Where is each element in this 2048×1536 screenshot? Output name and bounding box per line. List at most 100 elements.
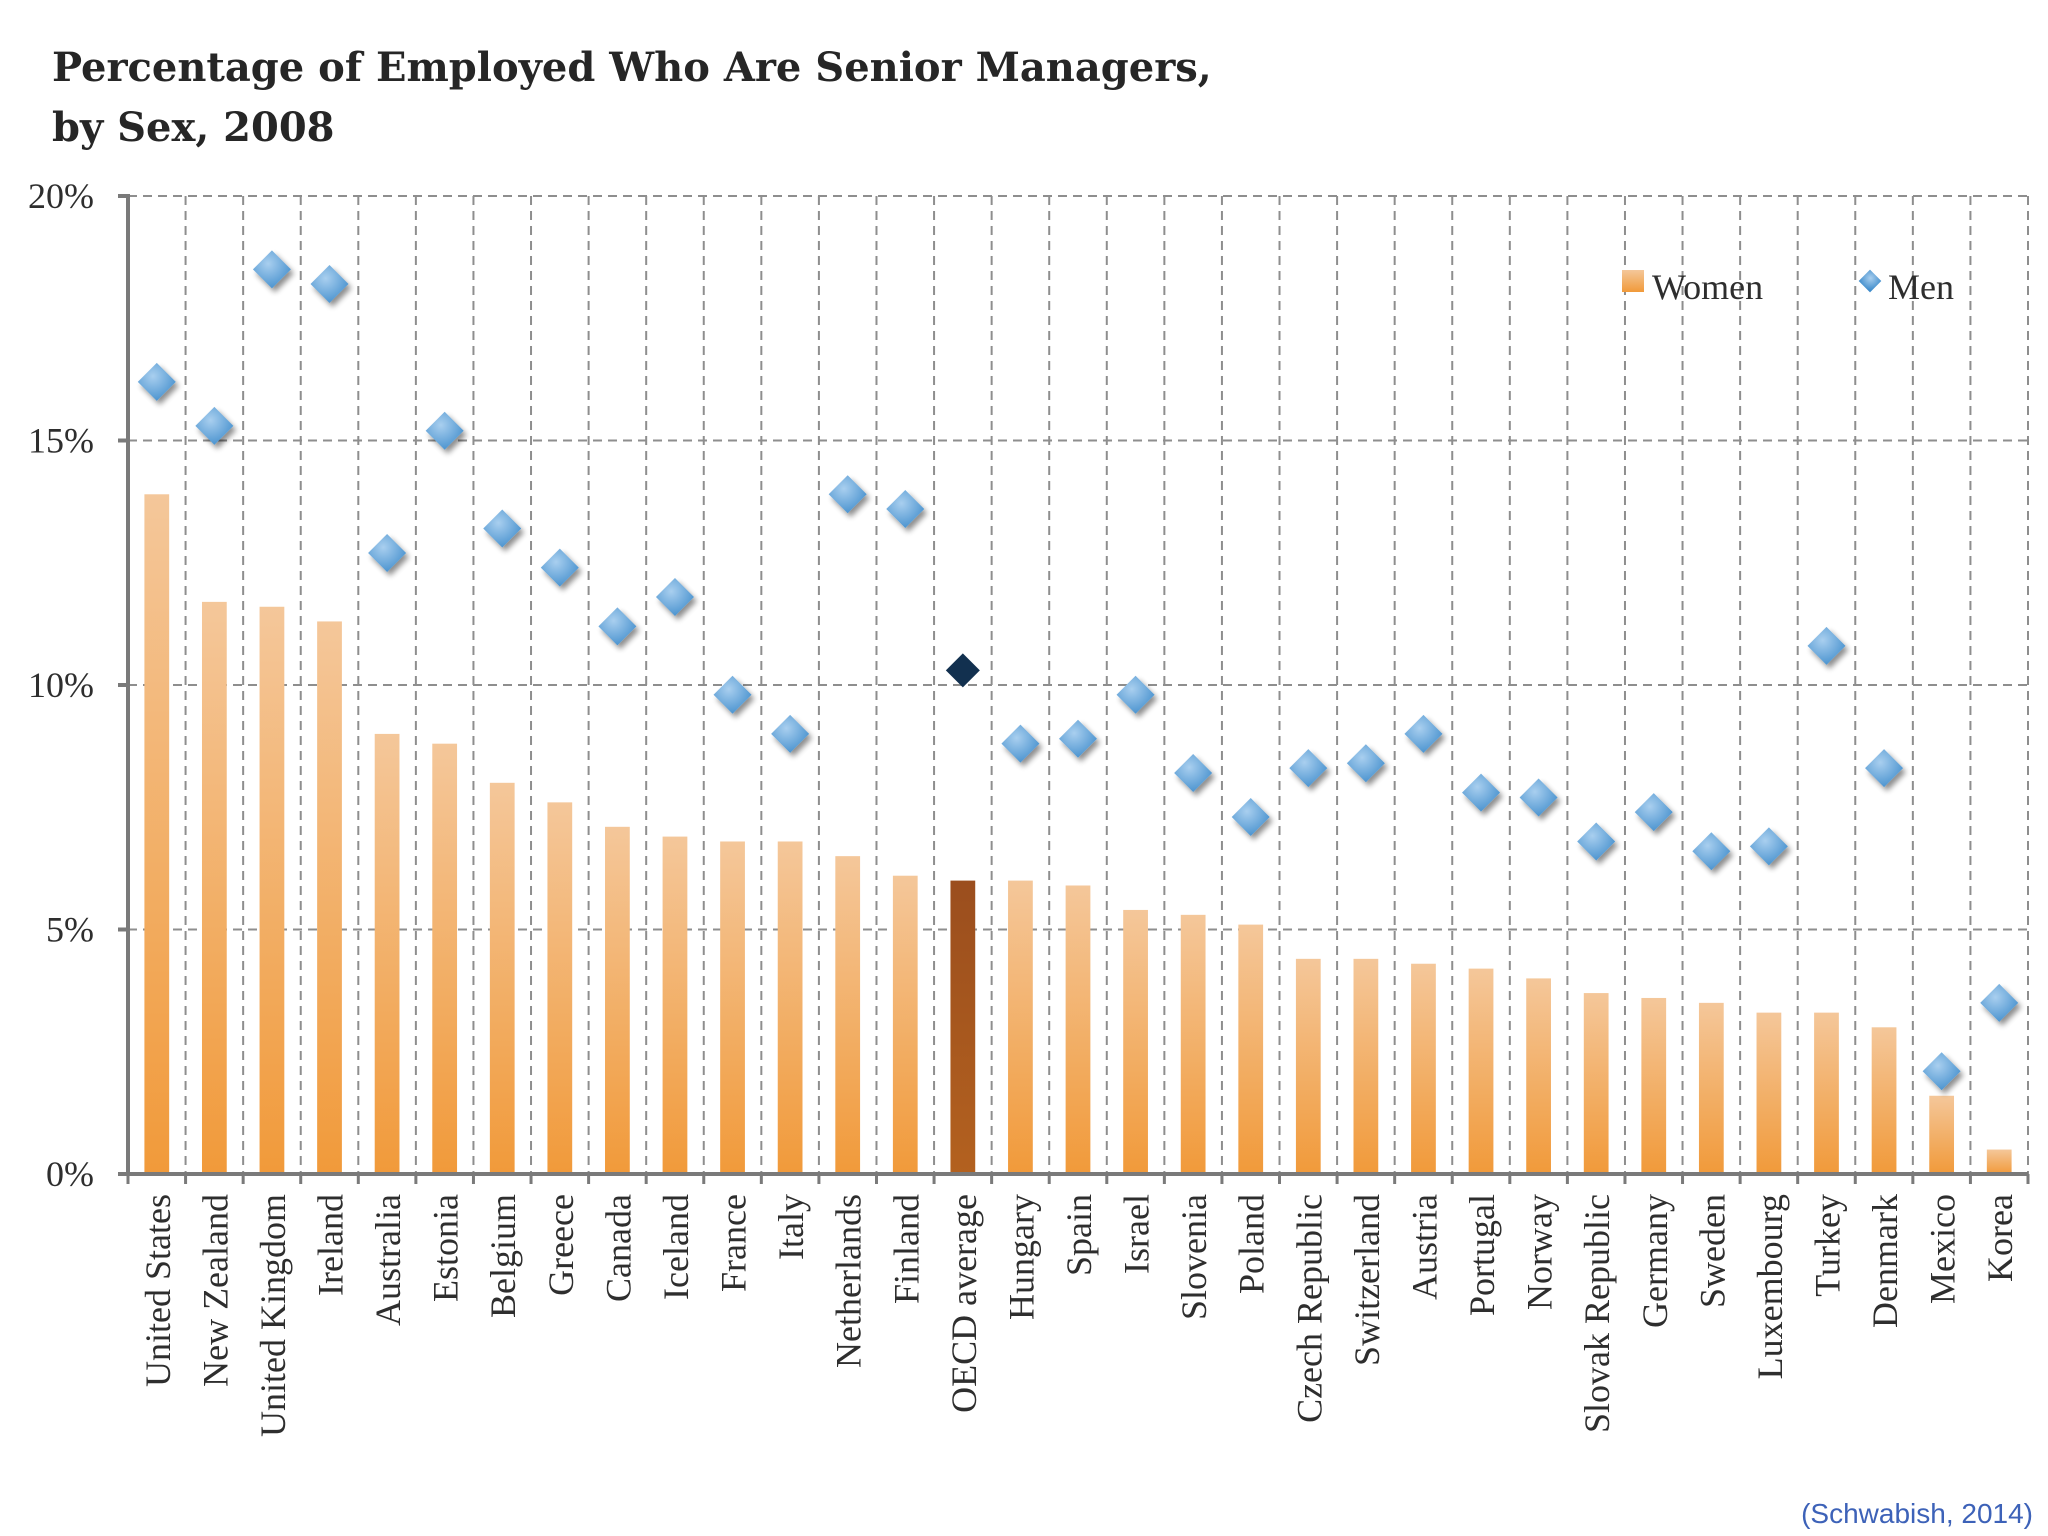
x-tick-label: Hungary — [1001, 1194, 1041, 1320]
x-tick-label: Germany — [1635, 1194, 1675, 1328]
women-bar-canada — [605, 826, 630, 1174]
source-note: (Schwabish, 2014) — [1801, 1498, 2033, 1529]
women-bar-finland — [892, 875, 918, 1174]
grid-lines — [128, 195, 2029, 1174]
women-bar-australia — [374, 733, 400, 1174]
men-marker-australia — [368, 533, 407, 572]
x-tick-label: Czech Republic — [1289, 1194, 1329, 1423]
men-marker-israel — [1116, 675, 1155, 714]
chart-title-line1: Percentage of Employed Who Are Senior Ma… — [52, 44, 1212, 91]
y-tick-labels: 0% 5% 10% 15% 20% — [28, 176, 94, 1194]
men-marker-iceland — [655, 577, 694, 616]
y-tick-label: 5% — [46, 910, 94, 950]
x-tick-label: Israel — [1117, 1194, 1157, 1274]
x-tick-label: Canada — [598, 1194, 638, 1302]
x-tick-label: Greece — [541, 1194, 581, 1296]
chart-title: Percentage of Employed Who Are Senior Ma… — [52, 38, 1452, 158]
x-tick-label: Australia — [368, 1194, 408, 1326]
women-bar-czech-republic — [1295, 958, 1321, 1174]
x-tick-label: Portugal — [1462, 1194, 1502, 1316]
x-tick-label: Slovak Republic — [1577, 1194, 1617, 1433]
women-bar-united-states — [144, 494, 170, 1174]
men-marker-sweden — [1692, 832, 1731, 871]
men-marker-italy — [771, 714, 810, 753]
men-marker-portugal — [1462, 773, 1501, 812]
women-bar-switzerland — [1353, 958, 1379, 1174]
men-marker-hungary — [1001, 724, 1040, 763]
x-tick-label: Italy — [771, 1194, 811, 1260]
y-tick-label: 0% — [46, 1154, 94, 1194]
axes — [118, 194, 2030, 1184]
men-marker-czech-republic — [1289, 749, 1328, 788]
men-marker-belgium — [483, 509, 522, 548]
x-tick-label: Denmark — [1865, 1194, 1905, 1328]
legend-women-label: Women — [1652, 267, 1763, 307]
women-bars — [144, 494, 2012, 1174]
women-bar-germany — [1641, 997, 1667, 1174]
legend-women-swatch — [1622, 270, 1644, 292]
x-tick-label: Luxembourg — [1750, 1194, 1790, 1379]
legend-men-label: Men — [1888, 267, 1954, 307]
y-tick-label: 15% — [28, 421, 94, 461]
y-tick-label: 20% — [28, 176, 94, 216]
women-bar-greece — [547, 802, 573, 1174]
men-marker-luxembourg — [1749, 827, 1788, 866]
x-tick-label: Norway — [1520, 1194, 1560, 1310]
x-tick-label: Mexico — [1923, 1194, 1963, 1304]
women-bar-slovenia — [1180, 914, 1206, 1174]
men-marker-estonia — [425, 411, 464, 450]
x-tick-label: Spain — [1059, 1194, 1099, 1276]
x-tick-label: Austria — [1404, 1194, 1444, 1300]
men-marker-poland — [1231, 798, 1270, 837]
x-tick-label: Ireland — [311, 1194, 351, 1296]
men-marker-france — [713, 675, 752, 714]
x-tick-label: Netherlands — [829, 1194, 869, 1368]
x-tick-label: Iceland — [656, 1194, 696, 1300]
women-bar-denmark — [1871, 1027, 1897, 1174]
women-bar-new-zealand — [201, 601, 227, 1174]
x-tick-label: United Kingdom — [253, 1194, 293, 1437]
women-bar-estonia — [432, 743, 458, 1174]
women-bar-france — [720, 841, 745, 1174]
x-tick-label: Finland — [886, 1194, 926, 1304]
men-marker-turkey — [1807, 626, 1846, 665]
women-bar-hungary — [1008, 880, 1033, 1174]
y-tick-label: 10% — [28, 665, 94, 705]
men-marker-korea — [1980, 983, 2019, 1022]
women-bar-turkey — [1814, 1012, 1839, 1174]
men-marker-oecd-average — [945, 653, 980, 688]
men-marker-new-zealand — [195, 406, 234, 445]
x-tick-label: Estonia — [426, 1194, 466, 1302]
men-marker-greece — [540, 548, 579, 587]
women-bar-austria — [1411, 963, 1436, 1174]
men-marker-austria — [1404, 714, 1443, 753]
women-bar-poland — [1238, 924, 1264, 1174]
women-bar-spain — [1065, 885, 1091, 1174]
men-marker-ireland — [310, 265, 349, 304]
women-bar-oecd-average — [950, 880, 976, 1174]
legend: Women Men — [1622, 267, 1954, 307]
men-marker-spain — [1059, 719, 1097, 758]
men-marker-germany — [1634, 793, 1673, 832]
men-marker-mexico — [1922, 1052, 1961, 1091]
women-bar-sweden — [1698, 1002, 1724, 1174]
men-marker-united-states — [137, 362, 176, 401]
x-tick-label: France — [714, 1194, 754, 1292]
x-tick-label: Sweden — [1692, 1194, 1732, 1308]
men-marker-denmark — [1865, 749, 1904, 788]
men-marker-united-kingdom — [252, 250, 291, 289]
women-bar-slovak-republic — [1583, 993, 1609, 1174]
women-bar-iceland — [662, 836, 688, 1174]
men-marker-finland — [886, 489, 925, 528]
women-bar-korea — [1986, 1149, 2012, 1174]
women-bar-israel — [1123, 909, 1148, 1174]
x-tick-label: Turkey — [1807, 1194, 1847, 1297]
women-bar-ireland — [317, 621, 342, 1174]
x-tick-label: Slovenia — [1174, 1194, 1214, 1320]
x-tick-label: United States — [138, 1194, 178, 1387]
women-bar-italy — [777, 841, 803, 1174]
women-bar-norway — [1526, 978, 1551, 1174]
women-bar-united-kingdom — [259, 606, 285, 1174]
women-bar-portugal — [1468, 968, 1494, 1174]
